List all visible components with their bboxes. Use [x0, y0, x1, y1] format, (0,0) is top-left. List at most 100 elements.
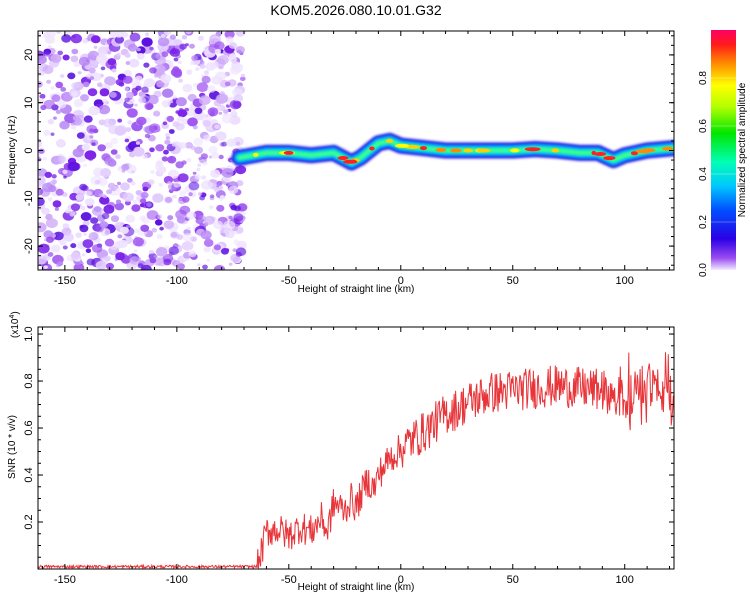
noise-blob	[240, 76, 246, 82]
noise-blob	[100, 66, 106, 71]
noise-blob	[115, 199, 122, 204]
ridge-hotspot	[394, 143, 410, 148]
noise-blob	[203, 161, 208, 166]
noise-blob	[138, 96, 147, 104]
colorbar-tick-label: 0.0	[698, 263, 709, 277]
noise-blob	[154, 219, 163, 226]
snr-x-tick-label: 0	[398, 574, 404, 586]
spectrogram-x-axis: -150 -100 -50 0 50 100	[41, 31, 671, 287]
snr-scale-prefix: (x10	[10, 318, 21, 338]
noise-blob	[81, 253, 86, 257]
noise-blob	[126, 178, 133, 183]
noise-blob	[190, 61, 195, 66]
noise-blob	[149, 46, 154, 51]
noise-blob	[79, 225, 84, 229]
noise-blob	[116, 52, 121, 57]
noise-blob	[166, 115, 174, 122]
noise-blob	[83, 163, 88, 168]
noise-blob	[88, 67, 96, 74]
noise-blob	[58, 155, 67, 163]
noise-blob	[209, 194, 215, 199]
noise-blob	[175, 110, 180, 114]
snr-x-tick-label: -100	[166, 574, 188, 586]
noise-blob	[176, 234, 184, 240]
noise-blob	[176, 216, 186, 224]
noise-blob	[224, 31, 235, 39]
noise-blob	[106, 262, 114, 270]
snr-y-tick-label: 0.2	[23, 514, 35, 529]
noise-blob	[115, 252, 125, 261]
noise-blob	[140, 264, 152, 270]
noise-blob	[135, 141, 140, 145]
noise-blob	[38, 222, 47, 233]
noise-blob	[76, 132, 85, 139]
noise-blob	[200, 153, 208, 160]
noise-blob	[104, 230, 110, 235]
noise-blob	[129, 93, 133, 97]
ridge-hotspot	[642, 148, 656, 153]
noise-blob	[55, 109, 62, 115]
noise-blob	[224, 81, 231, 87]
noise-blob	[146, 210, 159, 220]
noise-blob	[185, 31, 192, 34]
noise-blob	[97, 144, 106, 152]
noise-blob	[158, 182, 164, 187]
spectrogram-x-tick-label: 0	[398, 275, 404, 287]
ridge-hotspot	[476, 148, 491, 153]
ridge-hotspot	[510, 148, 520, 153]
ridge-hotspot	[369, 146, 375, 151]
noise-blob	[234, 205, 241, 212]
noise-blob	[83, 115, 93, 123]
noise-blob	[199, 64, 206, 69]
noise-blob	[89, 76, 95, 80]
spectrogram-x-tick-label: -50	[281, 275, 297, 287]
noise-blob	[194, 174, 201, 180]
noise-blob	[56, 100, 67, 109]
noise-blob	[186, 211, 196, 220]
noise-blob	[208, 205, 214, 210]
noise-blob	[38, 183, 42, 189]
noise-blob	[157, 37, 170, 47]
ridge-hotspot	[435, 148, 447, 152]
noise-blob	[70, 243, 77, 249]
noise-blob	[82, 239, 94, 249]
noise-blob	[67, 161, 80, 172]
noise-blob	[38, 187, 44, 196]
noise-blob	[221, 141, 228, 147]
noise-blob	[213, 186, 220, 192]
noise-blob	[228, 42, 238, 49]
noise-blob	[122, 192, 134, 202]
noise-blob	[38, 69, 45, 77]
noise-blob	[143, 62, 150, 68]
noise-blob	[161, 100, 171, 108]
noise-blob	[128, 253, 132, 257]
noise-blob	[136, 53, 145, 60]
noise-blob	[129, 32, 141, 42]
noise-blob	[154, 74, 159, 78]
snr-scale-label: (x104)	[9, 311, 21, 338]
snr-x-tick-label: -150	[54, 574, 76, 586]
noise-blob	[99, 52, 108, 60]
noise-blob	[207, 107, 219, 117]
noise-blob	[62, 54, 70, 61]
noise-blob	[102, 98, 108, 104]
noise-blob	[71, 48, 79, 55]
noise-blob	[43, 230, 54, 239]
noise-blob	[167, 215, 174, 221]
noise-blob	[85, 248, 92, 253]
noise-blob	[85, 198, 95, 207]
noise-blob	[59, 120, 70, 130]
spectrogram-y-label: Frequency (Hz)	[7, 116, 18, 185]
noise-blob	[192, 171, 197, 175]
noise-blob	[192, 82, 198, 87]
noise-blob	[115, 154, 121, 159]
noise-blob	[136, 47, 141, 52]
noise-blob	[124, 138, 130, 143]
noise-blob	[128, 58, 140, 68]
noise-blob	[97, 46, 109, 55]
noise-blob	[102, 118, 114, 128]
noise-blob	[161, 156, 169, 162]
noise-blob	[160, 33, 166, 38]
noise-blob	[79, 183, 88, 191]
noise-blob	[70, 55, 79, 63]
